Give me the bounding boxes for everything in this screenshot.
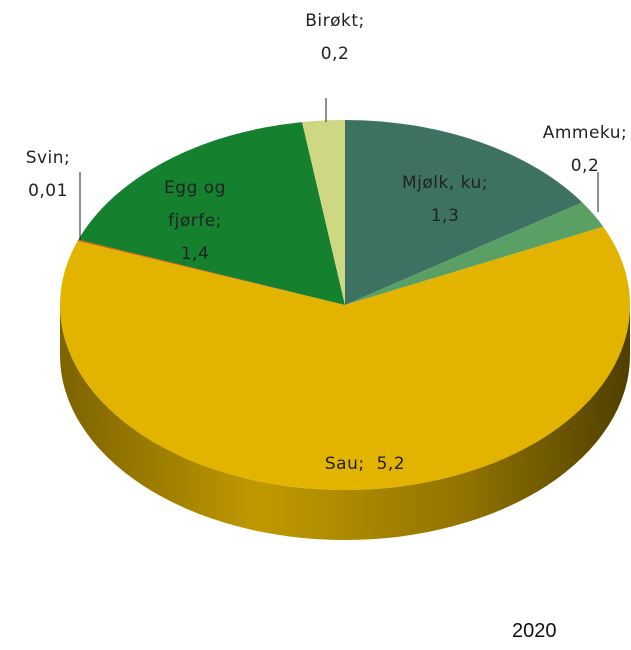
data-label: Birøkt; 0,2 <box>285 5 385 71</box>
data-label: Ammeku; 0,2 <box>530 117 631 183</box>
slice <box>302 120 345 305</box>
slice-side-shade <box>60 305 630 540</box>
label-value: 0,2 <box>570 156 600 176</box>
data-label: Mjølk, ku; 1,3 <box>375 167 515 233</box>
label-category: Svin; <box>25 148 71 168</box>
label-category: Ammeku; <box>542 123 628 143</box>
label-value: 5,2 <box>376 454 406 474</box>
slice <box>345 202 604 305</box>
label-value: 1,3 <box>430 206 460 226</box>
label-category: Mjølk, ku; <box>402 173 488 193</box>
label-value: 1,4 <box>180 244 210 264</box>
label-category: Birøkt; <box>305 11 365 31</box>
slice <box>345 120 583 305</box>
data-label: Sau; 5,2 <box>255 448 475 481</box>
label-category: Sau; <box>324 454 365 474</box>
year-annotation: 2020 <box>512 620 557 642</box>
slice <box>59 226 630 491</box>
data-label: Egg og fjørfe; 1,4 <box>150 172 240 271</box>
slice <box>78 122 345 306</box>
label-category: Egg og fjørfe; <box>164 178 226 231</box>
data-label: Svin; 0,01 <box>13 142 83 208</box>
label-value: 0,2 <box>320 44 350 64</box>
slice <box>77 239 346 305</box>
label-value: 0,01 <box>28 181 68 201</box>
